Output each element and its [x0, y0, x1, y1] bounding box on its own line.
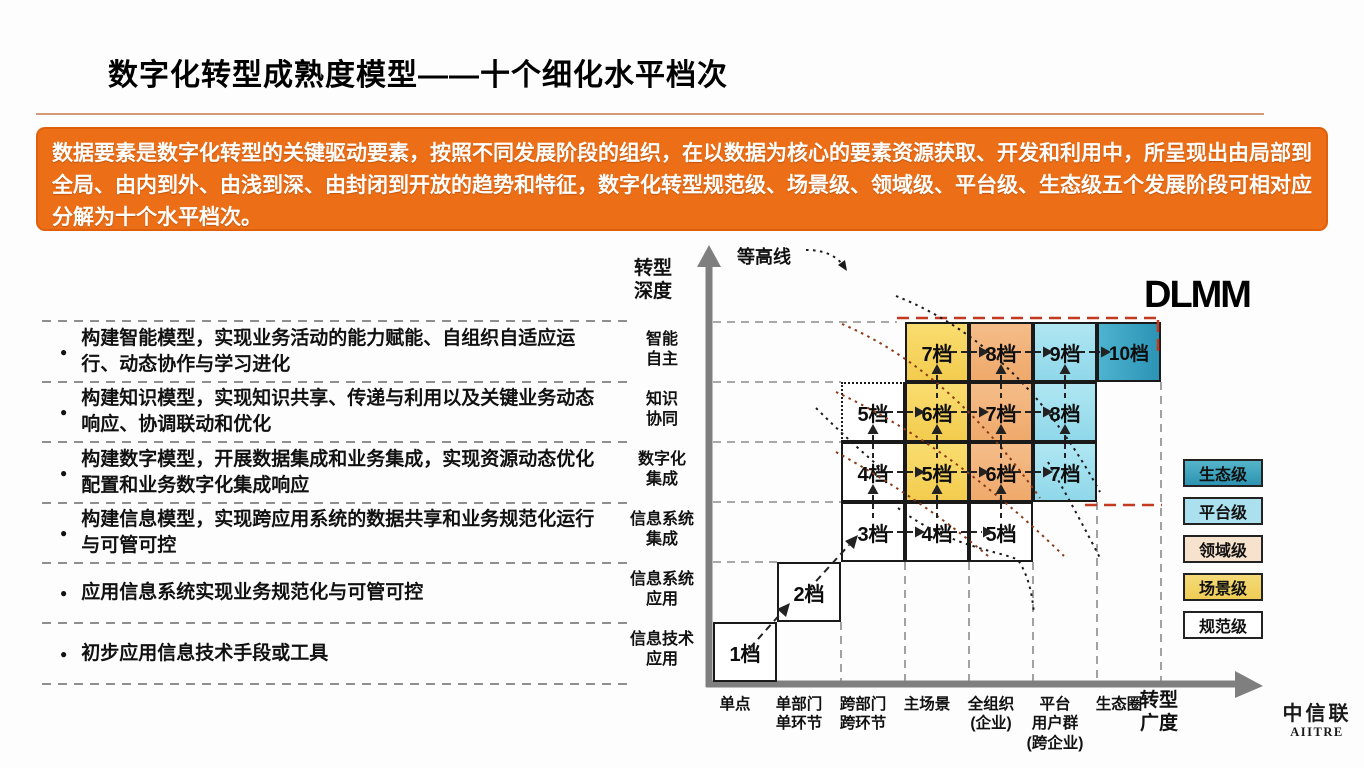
grid-cell-6b: 6档 — [905, 382, 969, 442]
x-axis-arrow-icon — [1235, 671, 1263, 698]
page-title: 数字化转型成熟度模型——十个细化水平档次 — [108, 59, 728, 92]
grid-cell-5b: 5档 — [841, 382, 905, 442]
list-divider — [42, 441, 630, 443]
list-divider — [42, 381, 630, 383]
legend-item-standard: 规范级 — [1183, 611, 1263, 639]
y-tick-label: 数字化 集成 — [637, 451, 686, 489]
bullet-text: 构建知识模型，实现知识共享、传递与利用以及关键业务动态响应、协调联动和优化 — [81, 388, 595, 435]
contour-pointer-icon — [805, 249, 847, 271]
grid-cell-3: 3档 — [841, 502, 905, 562]
org-logo: 中信联 — [1282, 703, 1352, 725]
list-item: ● 初步应用信息技术手段或工具 — [42, 624, 630, 683]
contour-label: 等高线 — [737, 247, 791, 267]
bullet-text: 构建信息模型，实现跨应用系统的数据共享和业务规范化运行与可管可控 — [81, 509, 595, 556]
x-tick-label: 全组织 (企业) — [967, 696, 1015, 733]
legend-item-domain: 领域级 — [1183, 535, 1263, 563]
grid-cell-9: 9档 — [1033, 322, 1097, 382]
list-item: ● 构建知识模型，实现知识共享、传递与利用以及关键业务动态响应、协调联动和优化 — [42, 383, 630, 441]
bullet-icon: ● — [60, 405, 68, 419]
org-logo-sub: AIITRE — [1290, 725, 1344, 739]
list-divider — [42, 622, 630, 624]
grid-cell-5: 5档 — [969, 502, 1033, 562]
grid-cell-5c: 5档 — [905, 442, 969, 502]
title-underline — [36, 113, 1264, 115]
grid-cell-1: 1档 — [713, 622, 777, 682]
grid-cell-4b: 4档 — [841, 442, 905, 502]
list-item: ● 构建智能模型，实现业务活动的能力赋能、自组织自适应运行、动态协作与学习进化 — [42, 322, 630, 381]
y-tick-label: 信息技术 应用 — [629, 631, 694, 669]
list-item: ● 构建信息模型，实现跨应用系统的数据共享和业务规范化运行与可管可控 — [42, 504, 630, 562]
y-tick-label: 知识 协同 — [645, 391, 678, 429]
x-axis-title: 转型 广度 — [1140, 690, 1179, 734]
grid-cell-8: 8档 — [1033, 382, 1097, 442]
x-tick-label: 跨部门 跨环节 — [839, 696, 887, 733]
grid-cell-4: 4档 — [905, 502, 969, 562]
bullet-text: 构建数字模型，开展数据集成和业务集成，实现资源动态优化配置和业务数字化集成响应 — [81, 448, 595, 496]
y-tick-label: 信息系统 应用 — [629, 571, 694, 609]
grid-cell-10: 10档 — [1097, 322, 1161, 382]
legend-item-scene: 场景级 — [1183, 573, 1263, 601]
bullet-icon: ● — [60, 465, 68, 480]
bullet-icon: ● — [60, 344, 68, 359]
intro-banner: 数据要素是数字化转型的关键驱动要素，按照不同发展阶段的组织，在以数据为核心的要素… — [36, 127, 1328, 231]
x-tick-label: 单点 — [719, 696, 751, 713]
list-divider — [42, 562, 630, 564]
bullet-icon: ● — [60, 646, 68, 661]
list-item: ● 构建数字模型，开展数据集成和业务集成，实现资源动态优化配置和业务数字化集成响… — [42, 443, 630, 502]
legend-item-ecosystem: 生态级 — [1183, 459, 1263, 487]
y-axis-title: 转型 深度 — [634, 258, 673, 302]
dlmm-logo: DLMM — [1144, 274, 1252, 316]
bullet-text: 构建智能模型，实现业务活动的能力赋能、自组织自适应运行、动态协作与学习进化 — [81, 327, 576, 375]
grid-cell-7c: 7档 — [905, 322, 969, 382]
grid-cell-8b: 8档 — [969, 322, 1033, 382]
grid-cell-6: 6档 — [969, 442, 1033, 502]
legend-item-platform: 平台级 — [1183, 497, 1263, 525]
y-axis-arrow-icon — [697, 245, 721, 267]
list-divider — [42, 320, 630, 322]
bullet-icon: ● — [60, 586, 68, 600]
x-tick-label: 主场景 — [903, 696, 951, 713]
y-tick-label: 信息系统 集成 — [629, 511, 694, 549]
grid-cell-7: 7档 — [1033, 442, 1097, 502]
grid-cell-7b: 7档 — [969, 382, 1033, 442]
grid-cell-2: 2档 — [777, 562, 841, 622]
bullet-text: 初步应用信息技术手段或工具 — [81, 642, 329, 664]
bullet-text: 应用信息系统实现业务规范化与可管可控 — [81, 582, 424, 604]
list-item: ● 应用信息系统实现业务规范化与可管可控 — [42, 564, 630, 622]
x-tick-label: 平台 用户群 (跨企业) — [1026, 696, 1084, 752]
x-tick-label: 单部门 单环节 — [775, 696, 823, 733]
y-tick-label: 智能 自主 — [645, 331, 678, 369]
bullet-icon: ● — [60, 526, 68, 540]
list-divider — [42, 502, 630, 504]
x-tick-label: 生态圈 — [1095, 696, 1143, 713]
list-divider — [42, 683, 630, 685]
